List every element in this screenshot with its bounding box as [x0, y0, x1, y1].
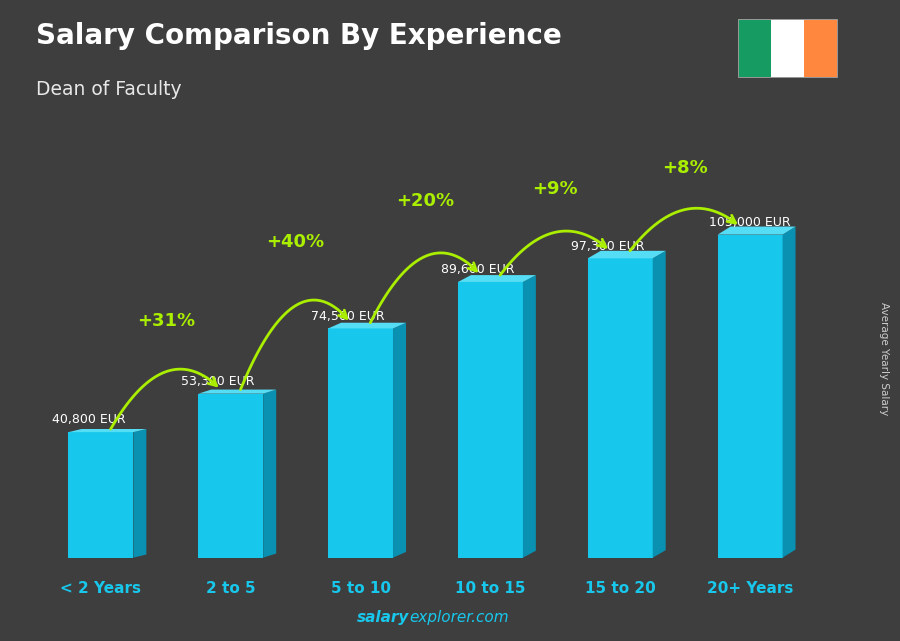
Polygon shape — [68, 429, 147, 432]
Bar — [588, 258, 652, 558]
Text: +9%: +9% — [533, 179, 578, 197]
Text: < 2 Years: < 2 Years — [60, 581, 141, 595]
Text: 89,600 EUR: 89,600 EUR — [441, 263, 515, 276]
Polygon shape — [263, 390, 276, 558]
Polygon shape — [652, 251, 666, 558]
Polygon shape — [198, 390, 276, 394]
Text: +8%: +8% — [662, 158, 708, 176]
Text: Dean of Faculty: Dean of Faculty — [36, 80, 182, 99]
Text: +31%: +31% — [137, 312, 195, 330]
Bar — [328, 328, 393, 558]
Polygon shape — [523, 275, 536, 558]
Text: +20%: +20% — [396, 192, 454, 210]
Polygon shape — [588, 251, 666, 258]
Bar — [717, 235, 783, 558]
Text: Salary Comparison By Experience: Salary Comparison By Experience — [36, 22, 562, 51]
Bar — [198, 394, 263, 558]
Polygon shape — [393, 322, 406, 558]
Text: 53,300 EUR: 53,300 EUR — [182, 375, 255, 388]
Text: 105,000 EUR: 105,000 EUR — [708, 216, 790, 229]
Polygon shape — [328, 322, 406, 328]
Text: 74,500 EUR: 74,500 EUR — [311, 310, 385, 322]
Polygon shape — [458, 275, 536, 282]
Text: +40%: +40% — [266, 233, 325, 251]
Text: 5 to 10: 5 to 10 — [330, 581, 391, 595]
Text: 15 to 20: 15 to 20 — [585, 581, 655, 595]
Bar — [68, 432, 133, 558]
Text: explorer.com: explorer.com — [410, 610, 509, 625]
Polygon shape — [133, 429, 147, 558]
Text: Average Yearly Salary: Average Yearly Salary — [878, 303, 889, 415]
Bar — [458, 282, 523, 558]
Polygon shape — [717, 226, 796, 235]
Text: 20+ Years: 20+ Years — [706, 581, 793, 595]
Text: 2 to 5: 2 to 5 — [206, 581, 256, 595]
Text: 10 to 15: 10 to 15 — [455, 581, 526, 595]
Text: 97,300 EUR: 97,300 EUR — [571, 240, 644, 253]
Polygon shape — [783, 226, 796, 558]
Text: 40,800 EUR: 40,800 EUR — [51, 413, 125, 426]
Text: salary: salary — [357, 610, 410, 625]
